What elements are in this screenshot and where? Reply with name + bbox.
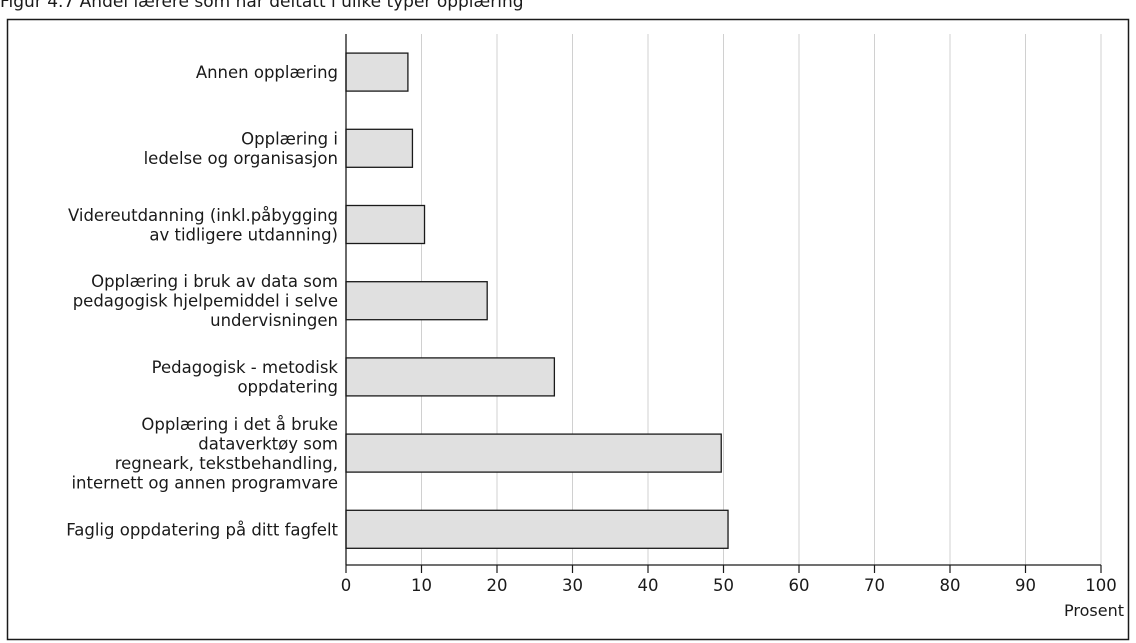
- x-axis: [345, 34, 1102, 573]
- category-label: Opplæring i det å bruke dataverktøy som re…: [71, 415, 338, 493]
- category-label: Faglig oppdatering på ditt fagfelt: [66, 520, 338, 539]
- category-label: Pedagogisk - metodisk oppdatering: [152, 358, 339, 397]
- category-label: Opplæring i bruk av data som pedagogisk h…: [73, 272, 338, 330]
- bar: [345, 281, 488, 321]
- x-tick-label: 70: [864, 576, 885, 595]
- category-label-line: Faglig oppdatering på ditt fagfelt: [66, 520, 338, 539]
- plot-frame: [6, 18, 1130, 641]
- category-label-line: Annen opplæring: [196, 63, 338, 82]
- x-tick-label: 10: [411, 576, 432, 595]
- x-axis-label: Prosent: [1064, 601, 1124, 620]
- bar: [345, 509, 729, 549]
- category-label-line: undervisningen: [210, 311, 338, 330]
- category-label-line: Videreutdanning (inkl.påbygging: [68, 206, 338, 225]
- category-label-line: oppdatering: [237, 378, 338, 397]
- bar: [345, 433, 722, 473]
- category-label-line: pedagogisk hjelpemiddel i selve: [73, 292, 338, 311]
- x-tick-label: 40: [638, 576, 659, 595]
- x-tick-label: 50: [713, 576, 734, 595]
- x-tick-label: 0: [341, 576, 352, 595]
- category-labels: Annen opplæring Opplæring i ledelse og org…: [66, 63, 338, 539]
- category-label-line: av tidligere utdanning): [149, 225, 338, 244]
- x-tick-label: 100: [1085, 576, 1117, 595]
- x-tick-label: 90: [1015, 576, 1036, 595]
- category-label-line: Opplæring i bruk av data som: [91, 272, 338, 291]
- x-tick-label: 60: [789, 576, 810, 595]
- bars: [345, 52, 729, 549]
- category-label-line: ledelse og organisasjon: [144, 149, 338, 168]
- category-label-line: Pedagogisk - metodisk: [152, 358, 339, 377]
- category-label-line: internett og annen programvare: [71, 473, 338, 492]
- x-tick-label: 30: [562, 576, 583, 595]
- figure-caption: Figur 4.7 Andel lærere som har deltatt i…: [0, 0, 524, 11]
- x-tick-labels: 0 10 20 30 40 50 60 70 80 90 100: [341, 576, 1117, 595]
- x-tick-label: 80: [940, 576, 961, 595]
- bar: [345, 52, 409, 92]
- category-label-line: Opplæring i det å bruke: [141, 415, 338, 434]
- category-label: Opplæring i ledelse og organisasjon: [144, 130, 338, 169]
- x-tick-label: 20: [487, 576, 508, 595]
- bar: [345, 357, 556, 397]
- category-label-line: Opplæring i: [241, 130, 338, 149]
- category-label-line: regneark, tekstbehandling,: [115, 454, 338, 473]
- category-label: Videreutdanning (inkl.påbygging av tidlig…: [68, 206, 338, 245]
- gridlines: [421, 34, 1102, 565]
- bar: [345, 204, 426, 245]
- bar: [345, 128, 414, 168]
- category-label: Annen opplæring: [196, 63, 338, 82]
- category-label-line: dataverktøy som: [198, 434, 338, 453]
